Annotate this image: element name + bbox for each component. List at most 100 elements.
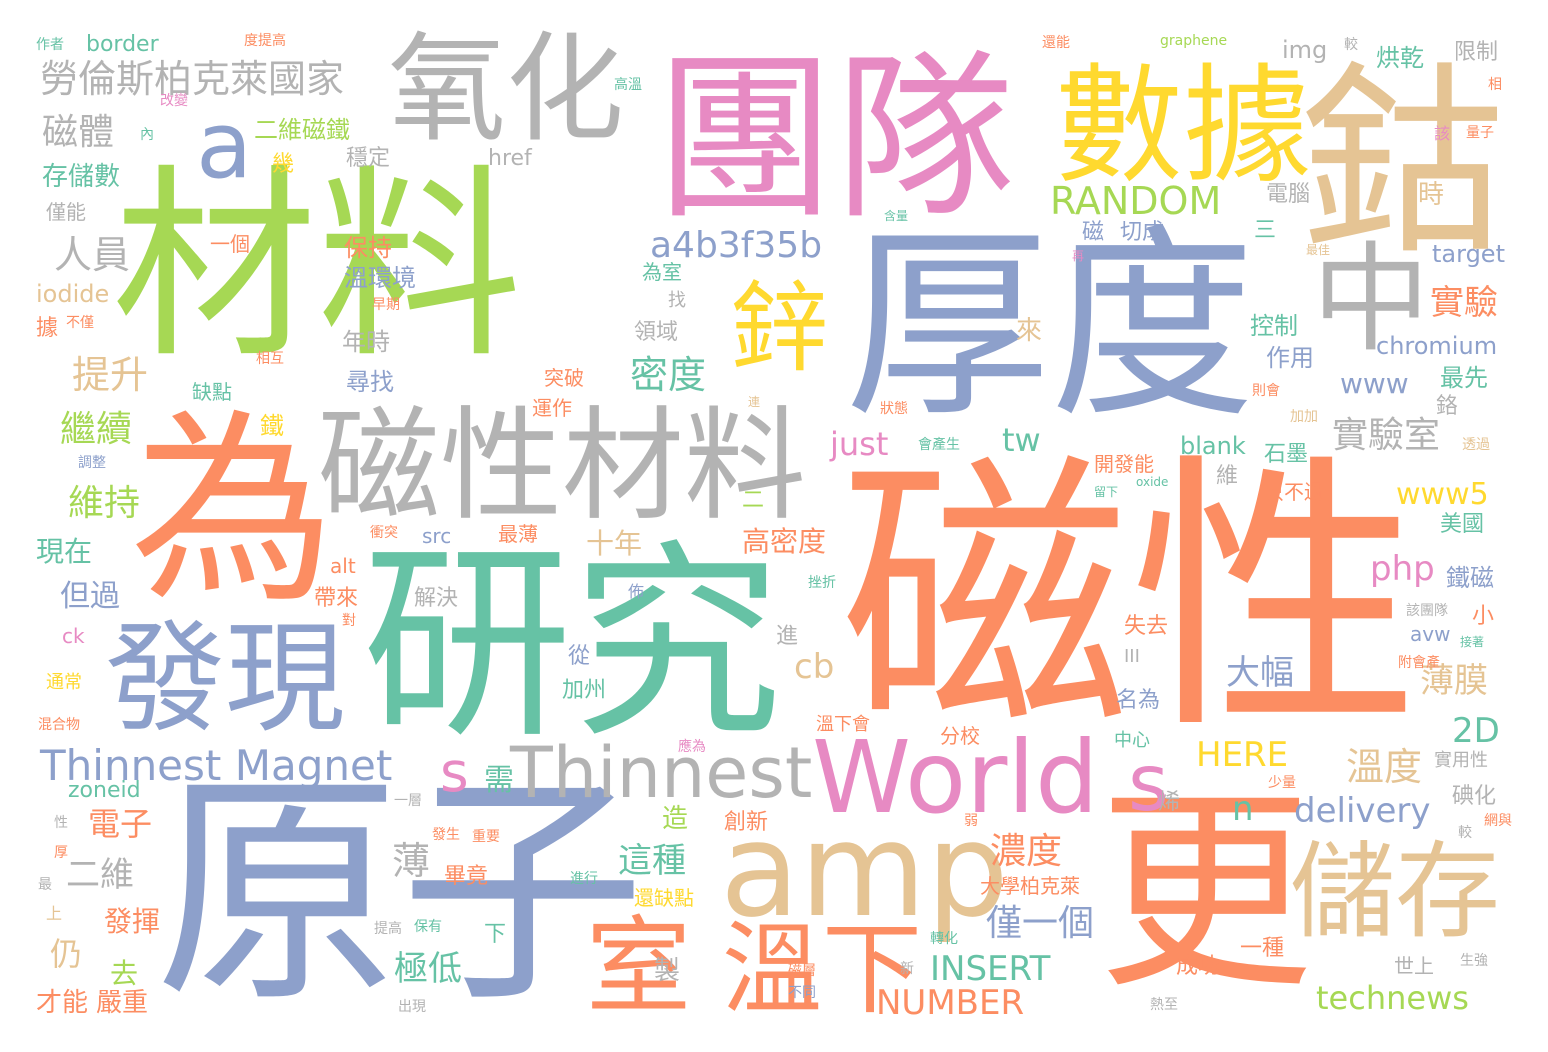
word-fahui: 發揮 [104, 905, 161, 938]
word-shiyanshi: 實驗室 [1332, 415, 1441, 456]
word-geng: 更 [1098, 767, 1313, 1018]
word-gai: 該 [1434, 124, 1451, 143]
word-weichi: 維持 [68, 483, 141, 524]
word-tisheng: 提升 [72, 353, 149, 397]
word-butong: 不同 [788, 985, 816, 1001]
word-shimo: 石墨 [1264, 442, 1309, 467]
word-number: NUMBER [876, 983, 1025, 1023]
word-bujin: 不僅 [66, 315, 94, 331]
word-dailai: 帶來 [314, 586, 359, 611]
word-www5: www5 [1396, 477, 1489, 512]
word-just: just [830, 425, 889, 463]
word-shinian: 十年 [586, 527, 643, 560]
word-huichansheng: 會產生 [918, 437, 960, 453]
word-xianzai: 現在 [36, 535, 93, 568]
word-baoyou: 保有 [414, 919, 442, 935]
word-yuanzi: 原子 [155, 750, 645, 1035]
word-xing: 性 [54, 815, 68, 831]
word-liuxia: 留下 [1094, 485, 1119, 499]
word-cong: 從 [568, 644, 591, 669]
word-nianshi: 年時 [342, 328, 390, 356]
word-zao: 造 [662, 804, 689, 834]
word-wangyu: 網與 [1484, 813, 1512, 829]
word-bomo: 薄膜 [1420, 661, 1488, 701]
word-ruo: 弱 [964, 813, 978, 829]
word-zuoyong: 作用 [1266, 344, 1314, 372]
word-lingyu: 領域 [634, 320, 679, 345]
word-liangzi: 量子 [1466, 125, 1494, 141]
word-blank: blank [1180, 432, 1246, 460]
word-wei: 為 [130, 393, 335, 631]
word-citi: 磁體 [42, 112, 115, 153]
word-wendu: 溫度 [1346, 745, 1423, 789]
word-img: img [1282, 36, 1328, 64]
word-shiqu: 失去 [1124, 614, 1169, 639]
word-bijing: 畢竟 [444, 864, 489, 889]
word-zuibao: 最薄 [498, 522, 538, 546]
word-thinnest: Thinnest [510, 732, 813, 814]
word-jiajia: 加加 [1290, 409, 1318, 425]
word-dianzi: 電子 [88, 805, 153, 843]
word-shishang: 世上 [1394, 954, 1434, 978]
word-dutigao: 度提高 [244, 33, 286, 49]
word-zaoqi: 早期 [372, 297, 400, 313]
word-nongdu: 濃度 [990, 831, 1063, 872]
word-zoneid: zoneid [68, 778, 141, 803]
word-gaomidu: 高密度 [742, 525, 827, 558]
word-midu: 密度 [630, 353, 707, 397]
word-xunzhao: 尋找 [346, 368, 394, 396]
word-qu: 去 [110, 957, 139, 990]
word-oxide: oxide [1136, 475, 1169, 489]
word-danguo: 但過 [60, 579, 120, 614]
word-jiezhe: 接著 [1460, 635, 1485, 649]
word-jinxing: 進行 [570, 871, 598, 887]
word-wei2: 維 [1216, 464, 1239, 489]
word-yige: 一個 [210, 232, 250, 256]
word-s-large: s [1128, 739, 1169, 829]
word-chenggong: 成功 [1176, 954, 1221, 979]
word-here: HERE [1196, 735, 1289, 775]
word-technews: technews [1316, 979, 1469, 1017]
word-chromium: chromium [1376, 332, 1498, 360]
word-zuijia: 最佳 [1306, 243, 1331, 257]
word-fenxiao: 分校 [940, 724, 980, 748]
word-wenxia: 溫下 [722, 911, 922, 1028]
word-reng: 仍 [50, 935, 83, 973]
word-nei: 內 [140, 127, 154, 143]
word-touguo: 透過 [1462, 437, 1490, 453]
word-dafu: 大幅 [1226, 653, 1294, 693]
word-dui: 對 [342, 613, 356, 629]
word-dianhua: 碘化 [1452, 784, 1497, 809]
word-yanzhong: 嚴重 [96, 988, 149, 1018]
word-fuhuichan: 附會產 [1398, 655, 1440, 671]
word-jiazhou: 加州 [562, 678, 607, 703]
word-shaoliang: 少量 [1268, 775, 1296, 791]
word-mingwei: 名為 [1116, 688, 1161, 713]
word-shi: 室 [586, 906, 692, 1028]
word-graphene: graphene [1160, 33, 1228, 49]
word-zehui: 則會 [1252, 383, 1280, 399]
word-chuangxin: 創新 [724, 810, 769, 835]
word-ciceng: 磁層 [788, 963, 816, 979]
word-xiang: 相 [1488, 77, 1502, 93]
word-2d: 2D [1452, 711, 1500, 751]
word-hou: 厚 [54, 845, 68, 861]
word-random: RANDOM [1050, 179, 1222, 223]
word-chucun: 儲存 [1290, 831, 1501, 953]
word-jiao: 較 [1344, 37, 1358, 53]
word-n: n [1232, 789, 1254, 829]
word-xin: 鋅 [730, 272, 829, 386]
word-border: border [86, 32, 159, 57]
word-tie: 鐵 [260, 412, 284, 440]
word-chongtu: 衝突 [370, 525, 398, 541]
word-zai: 再 [1072, 249, 1085, 263]
word-a: a [196, 92, 253, 199]
word-zuixian: 最先 [1440, 364, 1488, 392]
word-iii: III [1124, 646, 1140, 667]
word-xianghu: 相互 [256, 351, 284, 367]
word-haiquedian: 還缺點 [634, 886, 694, 910]
word-tiaozheng: 調整 [78, 455, 106, 471]
word-zhao: 找 [668, 290, 686, 311]
word-tw: tw [1002, 421, 1041, 459]
